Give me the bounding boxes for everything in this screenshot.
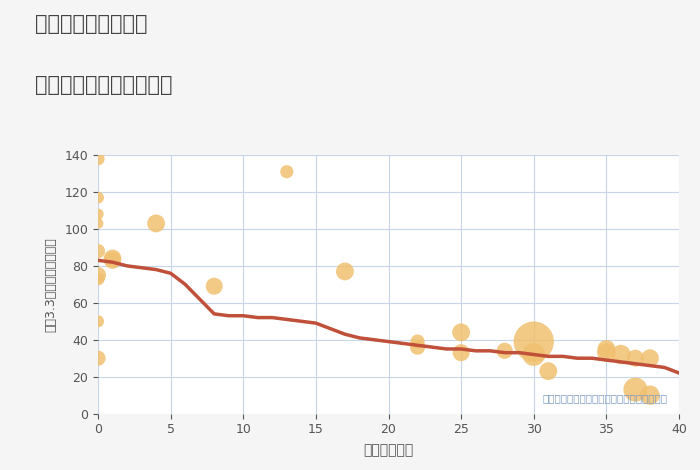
Point xyxy=(412,344,423,351)
Point xyxy=(92,354,104,362)
Point xyxy=(645,354,656,362)
Y-axis label: 坪（3.3㎡）単価（万円）: 坪（3.3㎡）単価（万円） xyxy=(45,237,57,332)
Point xyxy=(107,255,118,262)
Point xyxy=(92,275,104,282)
Point xyxy=(92,211,104,218)
Point xyxy=(340,267,351,275)
Point xyxy=(615,351,626,358)
Point xyxy=(499,347,510,354)
Point xyxy=(528,351,539,358)
Point xyxy=(542,368,554,375)
Point xyxy=(456,329,467,336)
Point xyxy=(209,282,220,290)
Point xyxy=(92,219,104,227)
X-axis label: 築年数（年）: 築年数（年） xyxy=(363,443,414,457)
Text: 築年数別中古戸建て価格: 築年数別中古戸建て価格 xyxy=(35,75,172,95)
Point xyxy=(92,247,104,255)
Point xyxy=(645,392,656,399)
Point xyxy=(281,168,293,175)
Point xyxy=(456,349,467,356)
Point xyxy=(528,338,539,345)
Text: 兵庫県姫路市岡町の: 兵庫県姫路市岡町の xyxy=(35,14,148,34)
Point xyxy=(630,354,641,362)
Point xyxy=(630,386,641,393)
Point xyxy=(92,155,104,163)
Text: 円の大きさは、取引のあった物件面積を示す: 円の大きさは、取引のあった物件面積を示す xyxy=(542,393,667,403)
Point xyxy=(92,271,104,279)
Point xyxy=(412,338,423,345)
Point xyxy=(601,345,612,352)
Point xyxy=(92,318,104,325)
Point xyxy=(150,219,162,227)
Point xyxy=(92,194,104,201)
Point xyxy=(107,257,118,264)
Point xyxy=(601,349,612,356)
